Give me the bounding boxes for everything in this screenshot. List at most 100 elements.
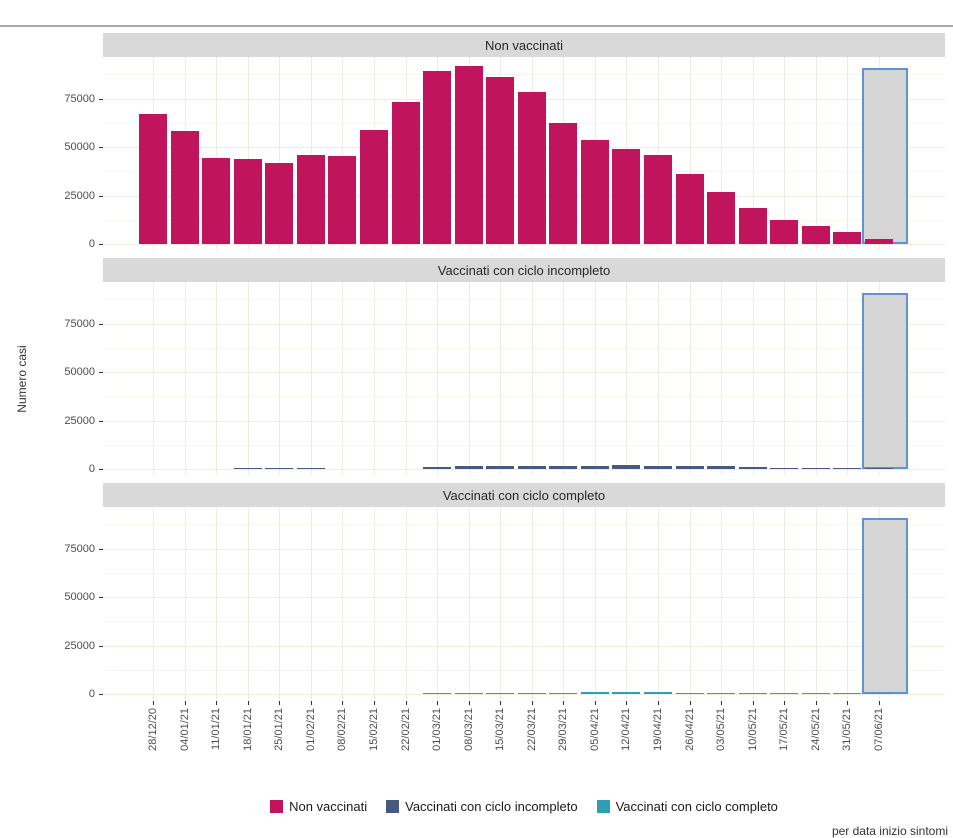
y-tick-label: 75000 bbox=[64, 542, 95, 555]
legend-swatch-icon bbox=[386, 799, 400, 813]
bar bbox=[202, 157, 231, 244]
gridline-vertical bbox=[784, 507, 786, 700]
bar bbox=[801, 693, 830, 694]
bar bbox=[486, 693, 515, 694]
y-tick-label: 75000 bbox=[64, 92, 95, 105]
bar bbox=[833, 232, 862, 244]
x-tick-label: 25/01/21 bbox=[273, 708, 286, 751]
gridline-major bbox=[103, 548, 945, 550]
gridline-vertical bbox=[752, 282, 754, 475]
y-tick-mark bbox=[99, 147, 103, 148]
bar bbox=[486, 465, 515, 469]
legend-item: Vaccinati con ciclo incompleto bbox=[386, 799, 578, 814]
top-divider-line bbox=[0, 25, 953, 27]
gridline-vertical bbox=[342, 282, 344, 475]
x-tick-mark bbox=[310, 701, 312, 705]
gridline-vertical bbox=[721, 57, 723, 250]
x-tick-label-wrap: 17/05/21 bbox=[777, 708, 791, 772]
bar bbox=[644, 465, 673, 469]
bar bbox=[265, 162, 294, 244]
x-tick-label: 24/05/21 bbox=[809, 708, 822, 751]
gridline-vertical bbox=[279, 507, 281, 700]
facet-strip: Vaccinati con ciclo completo bbox=[103, 483, 945, 507]
x-tick-label-wrap: 01/03/21 bbox=[430, 708, 444, 772]
bar bbox=[233, 158, 262, 244]
y-tick-label: 0 bbox=[88, 688, 95, 700]
bar bbox=[423, 693, 452, 694]
gridline-vertical bbox=[184, 507, 186, 700]
y-tick-label: 50000 bbox=[64, 366, 95, 378]
gridline-vertical bbox=[216, 57, 218, 250]
gridline-minor bbox=[103, 524, 945, 526]
x-tick-label-wrap: 22/03/21 bbox=[525, 708, 539, 772]
gridline-vertical bbox=[500, 282, 502, 475]
bar bbox=[707, 191, 736, 244]
gridline-major bbox=[103, 244, 945, 245]
x-tick-label-wrap: 18/01/21 bbox=[241, 708, 255, 772]
gridline-minor bbox=[103, 396, 945, 398]
bar bbox=[296, 468, 325, 469]
x-tick-label-wrap: 24/05/21 bbox=[809, 708, 823, 772]
bar bbox=[675, 692, 704, 694]
y-tick-mark bbox=[99, 597, 103, 598]
x-tick-label-wrap: 11/01/21 bbox=[209, 708, 223, 772]
bar bbox=[549, 466, 578, 469]
x-tick-label: 29/03/21 bbox=[557, 708, 570, 751]
y-tick-mark bbox=[99, 195, 103, 197]
x-tick-mark bbox=[815, 701, 817, 705]
y-tick-label: 25000 bbox=[64, 414, 95, 427]
legend-label: Non vaccinati bbox=[289, 798, 368, 814]
x-tick-label-wrap: 07/06/21 bbox=[872, 708, 886, 772]
facet-panel bbox=[103, 282, 945, 475]
bar bbox=[770, 693, 799, 694]
gridline-vertical bbox=[310, 57, 312, 250]
y-axis-title: Numero casi bbox=[15, 345, 29, 413]
y-tick-mark bbox=[99, 244, 103, 245]
y-tick-mark bbox=[99, 548, 103, 550]
gridline-vertical bbox=[153, 507, 154, 700]
y-tick-label: 75000 bbox=[64, 317, 95, 330]
bar bbox=[707, 466, 736, 469]
y-tick-mark bbox=[99, 420, 103, 422]
gridline-vertical bbox=[153, 282, 154, 475]
x-tick-label: 08/02/21 bbox=[336, 708, 349, 751]
bar bbox=[296, 154, 325, 244]
bar bbox=[644, 154, 673, 244]
x-tick-label-wrap: 26/04/21 bbox=[683, 708, 697, 772]
x-tick-label-wrap: 08/03/21 bbox=[462, 708, 476, 772]
gridline-vertical bbox=[531, 282, 533, 475]
bar bbox=[675, 174, 704, 244]
gridline-vertical bbox=[815, 507, 817, 700]
gridline-vertical bbox=[626, 507, 628, 700]
x-tick-label: 22/02/21 bbox=[399, 708, 412, 751]
x-tick-label-wrap: 05/04/21 bbox=[588, 708, 602, 772]
x-tick-label-wrap: 08/02/21 bbox=[335, 708, 349, 772]
x-tick-label: 07/06/21 bbox=[872, 708, 885, 751]
incomplete-data-highlight-box bbox=[862, 68, 908, 244]
x-tick-mark bbox=[531, 701, 533, 705]
x-tick-label: 04/01/21 bbox=[178, 708, 191, 751]
gridline-vertical bbox=[247, 282, 249, 475]
gridline-vertical bbox=[563, 507, 565, 700]
y-tick-mark bbox=[99, 469, 103, 470]
x-tick-mark bbox=[878, 701, 880, 705]
x-tick-mark bbox=[468, 701, 470, 705]
bar bbox=[454, 693, 483, 694]
x-tick-label: 01/03/21 bbox=[431, 708, 444, 751]
gridline-vertical bbox=[342, 57, 344, 250]
gridline-vertical bbox=[815, 282, 817, 475]
bar bbox=[738, 467, 767, 469]
gridline-vertical bbox=[721, 282, 723, 475]
bar bbox=[801, 468, 830, 469]
gridline-vertical bbox=[405, 507, 407, 700]
y-tick-mark bbox=[99, 694, 103, 695]
incomplete-data-highlight-box bbox=[862, 518, 908, 694]
x-tick-label: 15/03/21 bbox=[494, 708, 507, 751]
x-tick-label: 31/05/21 bbox=[841, 708, 854, 751]
bar bbox=[833, 693, 862, 694]
bar bbox=[359, 129, 388, 244]
gridline-vertical bbox=[689, 57, 691, 250]
x-tick-label-wrap: 29/03/21 bbox=[556, 708, 570, 772]
gridline-vertical bbox=[689, 507, 691, 700]
x-tick-label: 08/03/21 bbox=[462, 708, 475, 751]
